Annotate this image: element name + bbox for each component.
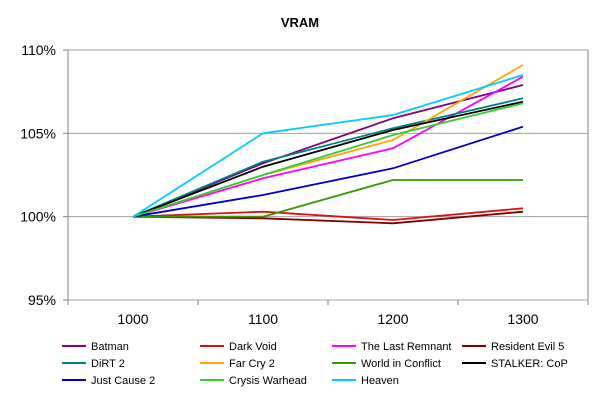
legend-label-far-cry-2: Far Cry 2 — [229, 358, 275, 370]
series-line-dark-void — [132, 207, 524, 221]
chart-title: VRAM — [281, 15, 319, 30]
x-tick-label: 1300 — [507, 311, 538, 327]
legend-label-dark-void: Dark Void — [229, 341, 277, 353]
legend-label-stalker-cop: STALKER: CoP — [491, 358, 568, 370]
y-tick-label: 105% — [20, 125, 56, 141]
x-tick-label: 1100 — [248, 311, 278, 327]
x-tick-label: 1000 — [117, 311, 148, 327]
series-line-crysis-warhead — [132, 102, 524, 218]
legend: Batman Dark Void The Last Remnant Resident … — [62, 341, 568, 387]
plot-area — [67, 49, 589, 301]
legend-label-world-in-conflict: World in Conflict — [361, 358, 441, 370]
x-tick-label: 1200 — [377, 311, 408, 327]
legend-label-heaven: Heaven — [361, 375, 399, 387]
y-tick-label: 110% — [21, 42, 56, 58]
legend-label-crysis-warhead: Crysis Warhead — [229, 375, 307, 387]
legend-label-just-cause-2: Just Cause 2 — [91, 375, 155, 387]
y-axis-ticks: 95% 100% 105% 110% — [20, 42, 68, 308]
x-axis-ticks: 1000 1100 1200 1300 — [67, 300, 589, 327]
legend-label-batman: Batman — [91, 341, 129, 353]
legend-label-the-last-remnant: The Last Remnant — [361, 341, 452, 353]
y-tick-label: 95% — [28, 292, 56, 308]
series-line-stalker-cop — [132, 100, 524, 218]
series-line-dirt-2 — [132, 97, 524, 218]
series-line-world-in-conflict — [133, 179, 523, 218]
y-tick-label: 100% — [20, 209, 56, 225]
series-lines — [132, 64, 524, 225]
series-line-heaven — [132, 74, 524, 218]
series-line-just-cause-2 — [132, 125, 524, 218]
legend-label-dirt-2: DiRT 2 — [91, 358, 125, 370]
legend-label-resident-evil-5: Resident Evil 5 — [491, 341, 564, 353]
